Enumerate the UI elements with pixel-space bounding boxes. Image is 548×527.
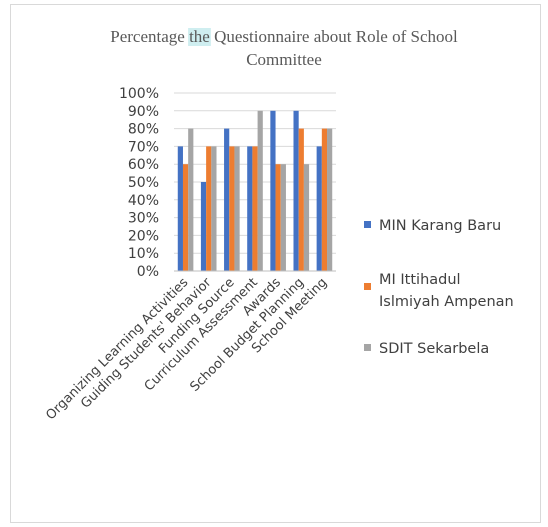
chart-title-line: Percentage the Questionnaire about Role … xyxy=(110,27,458,46)
y-tick-label: 80% xyxy=(128,122,159,138)
legend-swatch xyxy=(364,283,371,290)
title-highlighted-word: the xyxy=(189,27,210,46)
legend-item: SDIT Sekarbela xyxy=(364,341,489,357)
legend-label-line: Islmiyah Ampenan xyxy=(379,294,514,310)
y-tick-label: 100% xyxy=(119,86,159,102)
y-tick-label: 10% xyxy=(128,246,159,262)
title-text-segment: Committee xyxy=(246,50,322,69)
bar xyxy=(270,110,276,271)
legend-label: MIN Karang Baru xyxy=(379,218,501,234)
bar xyxy=(252,146,258,271)
bars xyxy=(177,110,333,271)
y-tick-label: 20% xyxy=(128,228,159,244)
bar xyxy=(211,146,217,271)
bar xyxy=(280,164,286,271)
y-tick-label: 70% xyxy=(128,139,159,155)
bar xyxy=(224,128,230,271)
bar xyxy=(188,128,194,271)
legend-label: SDIT Sekarbela xyxy=(379,341,489,357)
y-tick-label: 0% xyxy=(137,264,159,280)
y-tick-label: 60% xyxy=(128,157,159,173)
bar xyxy=(200,182,207,271)
bar xyxy=(327,128,333,271)
legend-item: MIN Karang Baru xyxy=(364,218,501,234)
y-tick-label: 90% xyxy=(128,104,159,120)
bar xyxy=(229,146,235,271)
y-tick-label: 50% xyxy=(128,175,159,191)
bar xyxy=(303,164,310,271)
bar xyxy=(275,164,281,271)
bar xyxy=(298,128,304,271)
legend: MIN Karang Baru MI Ittihadul Islmiyah Ampe… xyxy=(364,218,514,357)
bar xyxy=(247,146,253,271)
legend-label-line: MI Ittihadul xyxy=(379,272,461,288)
bar xyxy=(206,146,212,271)
bar xyxy=(257,110,263,271)
bar xyxy=(182,164,189,271)
chart-title: Percentage the Questionnaire about Role … xyxy=(110,27,458,69)
title-text-segment: Percentage xyxy=(110,27,189,46)
bar xyxy=(293,110,299,271)
legend-label-line: SDIT Sekarbela xyxy=(379,341,489,357)
bar xyxy=(177,146,183,271)
y-tick-label: 40% xyxy=(128,193,159,209)
y-tick-label: 30% xyxy=(128,211,159,227)
bar xyxy=(316,146,322,271)
title-text-segment: Questionnaire about Role of School xyxy=(210,27,458,46)
legend-label-line: MIN Karang Baru xyxy=(379,218,501,234)
chart-title-line: Committee xyxy=(246,50,322,69)
legend-swatch xyxy=(364,221,371,228)
title-highlight xyxy=(188,28,211,46)
y-axis-tick-labels: 0% 10% 20%30% 40% 50% 60% 70%80% 90% 100% xyxy=(119,86,159,280)
series-3 xyxy=(188,110,333,271)
legend-item: MI Ittihadul Islmiyah Ampenan xyxy=(364,272,514,310)
bar xyxy=(234,146,240,271)
series-2 xyxy=(182,128,328,271)
legend-swatch xyxy=(364,344,371,351)
series-1 xyxy=(177,110,322,271)
legend-label: MI Ittihadul Islmiyah Ampenan xyxy=(379,272,514,310)
bar xyxy=(321,128,328,271)
